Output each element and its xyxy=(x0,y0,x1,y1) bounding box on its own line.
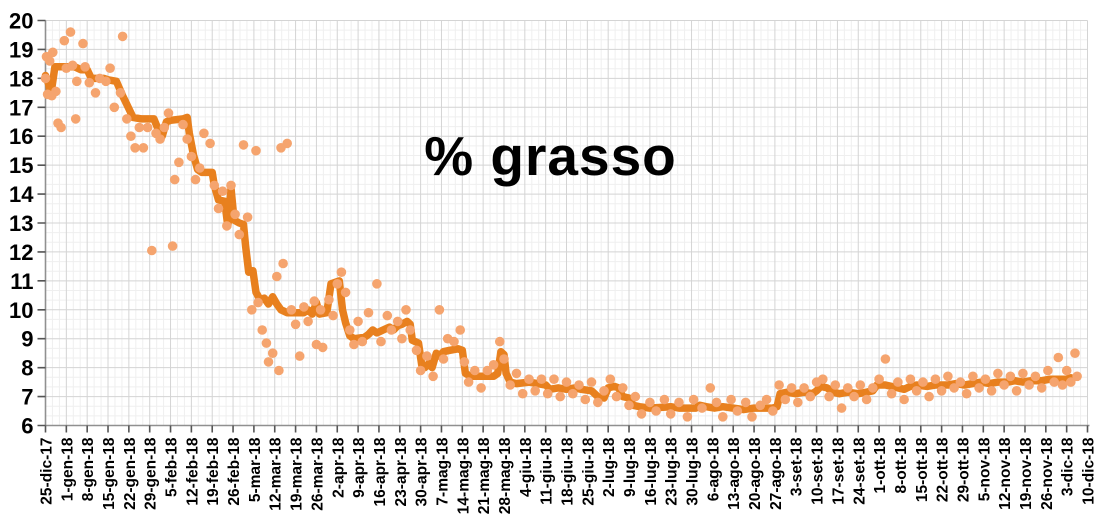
x-tick-label: 10-set-18 xyxy=(810,437,827,505)
x-tick-label: 16-apr-18 xyxy=(372,437,389,506)
y-tick-label: 18 xyxy=(9,66,33,91)
y-axis-labels: 6 7 8 9 10 11 12 13 14 15 16 17 18 19 20 xyxy=(9,9,34,439)
x-tick-label: 14-mag-18 xyxy=(455,437,472,514)
x-tick-label: 25-giu-18 xyxy=(580,437,597,505)
x-tick-label: 12-nov-18 xyxy=(997,437,1014,510)
x-tick-label: 9-apr-18 xyxy=(351,437,368,498)
x-tick-label: 26-mar-18 xyxy=(309,437,326,511)
x-tick-label: 16-lug-18 xyxy=(643,437,660,505)
x-tick-label: 2-lug-18 xyxy=(601,437,618,497)
x-tick-label: 7-mag-18 xyxy=(434,437,451,505)
y-tick-label: 16 xyxy=(9,124,33,149)
x-tick-label: 15-ott-18 xyxy=(914,437,931,502)
grid-major xyxy=(45,20,1088,426)
x-tick-label: 11-giu-18 xyxy=(539,437,556,505)
y-tick-label: 12 xyxy=(9,240,33,265)
x-tick-label: 12-mar-18 xyxy=(268,437,285,511)
y-tick-label: 19 xyxy=(9,37,33,62)
x-tick-label: 1-ott-18 xyxy=(872,437,889,493)
y-tick-label: 13 xyxy=(9,211,33,236)
x-tick-label: 28-mag-18 xyxy=(497,437,514,514)
x-tick-label: 1-gen-18 xyxy=(59,437,76,501)
y-tick-label: 11 xyxy=(10,269,33,294)
x-tick-label: 29-ott-18 xyxy=(955,437,972,502)
y-tick-label: 6 xyxy=(21,414,33,439)
x-tick-label: 9-lug-18 xyxy=(622,437,639,497)
x-tick-label: 21-mag-18 xyxy=(476,437,493,514)
x-tick-label: 19-nov-18 xyxy=(1018,437,1035,510)
y-tick-label: 20 xyxy=(9,9,33,34)
x-tick-label: 5-feb-18 xyxy=(164,437,181,497)
x-tick-label: 23-apr-18 xyxy=(393,437,410,506)
scatter-series xyxy=(40,27,1082,422)
y-tick-label: 17 xyxy=(9,95,33,120)
x-tick-label: 26-feb-18 xyxy=(226,437,243,505)
x-tick-label: 4-giu-18 xyxy=(518,437,535,497)
x-axis-labels: 25-dic-17 1-gen-18 8-gen-18 15-gen-18 22-gen… xyxy=(39,437,1098,514)
x-tick-label: 3-set-18 xyxy=(789,437,806,496)
x-tick-label: 10-dic-18 xyxy=(1081,437,1098,505)
x-tick-label: 20-ago-18 xyxy=(747,437,764,510)
x-tick-label: 25-dic-17 xyxy=(39,438,56,505)
x-tick-label: 19-feb-18 xyxy=(205,437,222,505)
x-tick-label: 18-giu-18 xyxy=(560,437,577,505)
x-tick-label: 26-nov-18 xyxy=(1039,437,1056,510)
y-tick-label: 7 xyxy=(21,385,33,410)
x-tick-label: 6-ago-18 xyxy=(705,437,722,501)
x-tick-label: 15-gen-18 xyxy=(101,437,118,510)
x-tick-label: 8-gen-18 xyxy=(80,437,97,501)
axis-ticks xyxy=(37,19,1089,433)
x-tick-label: 29-gen-18 xyxy=(143,437,160,510)
x-tick-label: 12-feb-18 xyxy=(184,437,201,505)
x-tick-label: 8-ott-18 xyxy=(893,437,910,493)
x-tick-label: 27-ago-18 xyxy=(768,437,785,510)
y-tick-label: 8 xyxy=(21,356,33,381)
x-tick-label: 30-lug-18 xyxy=(685,437,702,505)
y-tick-label: 14 xyxy=(9,182,34,207)
y-tick-label: 9 xyxy=(21,327,33,352)
x-tick-label: 23-lug-18 xyxy=(664,437,681,505)
x-tick-label: 30-apr-18 xyxy=(414,437,431,506)
x-tick-label: 3-dic-18 xyxy=(1060,437,1077,496)
x-tick-label: 24-set-18 xyxy=(851,437,868,505)
x-tick-label: 13-ago-18 xyxy=(726,437,743,510)
x-tick-label: 5-nov-18 xyxy=(976,437,993,501)
y-tick-label: 10 xyxy=(9,298,33,323)
x-tick-label: 22-ott-18 xyxy=(935,437,952,502)
x-tick-label: 17-set-18 xyxy=(830,437,847,505)
x-tick-label: 2-apr-18 xyxy=(330,437,347,498)
y-tick-label: 15 xyxy=(9,153,33,178)
trend-line-series xyxy=(41,63,1075,414)
x-tick-label: 19-mar-18 xyxy=(289,437,306,511)
x-tick-label: 5-mar-18 xyxy=(247,437,264,502)
x-tick-label: 22-gen-18 xyxy=(122,437,139,510)
